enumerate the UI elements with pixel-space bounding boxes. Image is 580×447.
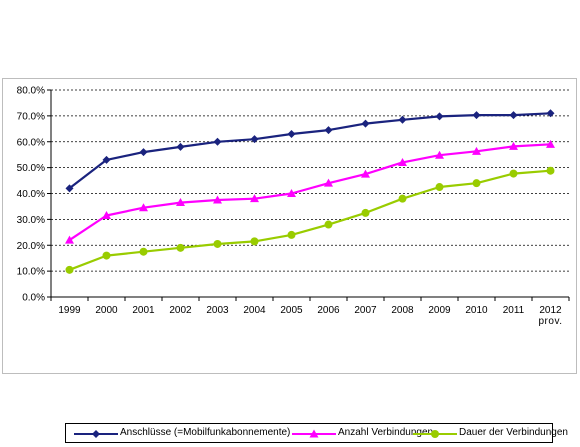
legend-item-anzahl-verbindungen: Anzahl Verbindungen <box>292 426 433 442</box>
data-point-circle <box>250 237 259 246</box>
x-tick-label: 2001 <box>132 305 155 316</box>
x-tick-label: 2004 <box>243 305 266 316</box>
data-point-circle <box>435 183 444 192</box>
data-point-triangle <box>65 235 74 244</box>
x-tick-label: 2000 <box>95 305 118 316</box>
data-point-circle <box>361 208 370 217</box>
data-point-diamond <box>398 115 407 124</box>
data-point-triangle <box>546 139 555 148</box>
data-point-diamond <box>324 126 333 135</box>
line-chart: 0.0% 10.0% 20.0% 30.0% 40.0% 50.0% 60.0% 70.0% 8… <box>17 86 570 327</box>
x-tick-label: 2007 <box>354 305 377 316</box>
data-point-diamond <box>287 129 296 138</box>
legend-marker-diamond <box>74 430 118 438</box>
chart-frame: 0.0% 10.0% 20.0% 30.0% 40.0% 50.0% 60.0% 70.0% 8… <box>2 78 577 443</box>
data-point-diamond <box>65 184 74 193</box>
legend-marker-triangle <box>292 429 336 438</box>
data-point-diamond <box>361 119 370 128</box>
data-point-circle <box>213 239 222 248</box>
data-point-triangle <box>213 195 222 204</box>
y-tick-label: 60.0% <box>17 137 45 148</box>
x-tick-label: 2011 <box>503 305 525 316</box>
data-point-circle <box>324 220 333 229</box>
data-point-circle <box>546 166 555 175</box>
legend-label: Anzahl Verbindungen <box>338 427 434 438</box>
data-point-triangle <box>102 210 111 219</box>
series-line-3 <box>69 169 551 271</box>
legend-item-anschluesse: Anschlüsse (=Mobilfunkabonnemente) <box>74 426 290 442</box>
series-line-1 <box>68 112 551 190</box>
data-point-diamond <box>139 148 148 157</box>
data-point-diamond <box>509 111 518 120</box>
series-line-2 <box>68 143 551 242</box>
data-point-triangle <box>509 141 518 150</box>
data-point-circle <box>176 243 185 252</box>
data-point-diamond <box>250 135 259 144</box>
data-point-diamond <box>176 142 185 151</box>
y-tick-label: 10.0% <box>17 267 45 278</box>
x-tick-label: 2008 <box>391 305 414 316</box>
x-tick-label: 2002 <box>169 305 192 316</box>
x-tick-label: 2006 <box>317 305 340 316</box>
data-point-circle <box>287 230 296 239</box>
y-tick-label: 0.0% <box>22 293 45 304</box>
x-tick-label: 2010 <box>465 305 488 316</box>
x-tick-label: 2005 <box>280 305 303 316</box>
legend-marker-circle <box>413 430 457 438</box>
y-tick-label: 20.0% <box>17 241 45 252</box>
data-point-triangle <box>398 157 407 166</box>
x-tick-label: 2009 <box>428 305 451 316</box>
legend-item-dauer-der-verbindungen: Dauer der Verbindungen <box>413 426 568 442</box>
x-tick-sublabel: prov. <box>539 316 563 327</box>
data-point-triangle <box>324 178 333 187</box>
data-point-diamond <box>435 112 444 121</box>
data-point-circle <box>398 194 407 203</box>
chart-legend: Anschlüsse (=Mobilfunkabonnemente) Anzah… <box>65 423 568 443</box>
data-point-diamond <box>213 137 222 146</box>
x-tick-label: 2012 <box>539 305 562 316</box>
y-tick-label: 30.0% <box>17 215 45 226</box>
data-point-triangle <box>250 194 259 203</box>
y-tick-label: 40.0% <box>17 189 45 200</box>
data-point-circle <box>139 247 148 256</box>
legend-label: Dauer der Verbindungen <box>459 427 568 438</box>
data-point-diamond <box>546 109 555 118</box>
data-point-circle <box>102 251 111 260</box>
data-point-triangle <box>435 150 444 159</box>
data-point-diamond <box>472 111 481 120</box>
data-point-diamond <box>102 155 111 164</box>
data-point-circle <box>509 169 518 178</box>
data-point-triangle <box>472 146 481 155</box>
x-tick-label: 2003 <box>206 305 229 316</box>
data-point-circle <box>65 265 74 274</box>
y-tick-label: 80.0% <box>17 86 45 97</box>
legend-label: Anschlüsse (=Mobilfunkabonnemente) <box>120 427 291 438</box>
x-tick-label: 1999 <box>58 305 81 316</box>
data-point-triangle <box>176 198 185 207</box>
data-point-triangle <box>361 169 370 178</box>
data-point-circle <box>472 179 481 188</box>
y-tick-label: 70.0% <box>17 111 45 122</box>
y-tick-label: 50.0% <box>17 163 45 174</box>
data-point-triangle <box>139 203 148 212</box>
data-point-triangle <box>287 189 296 197</box>
